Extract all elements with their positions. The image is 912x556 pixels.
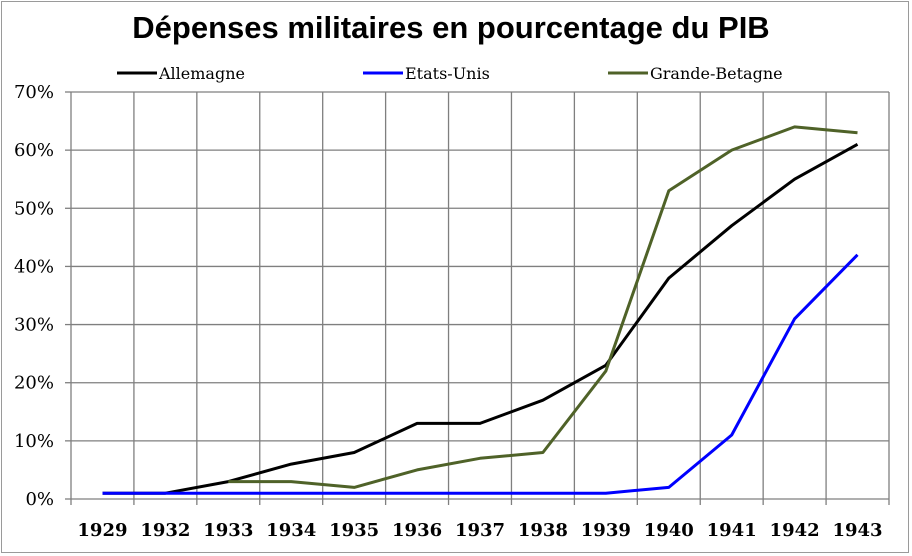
x-tick-label: 1937 [455,520,505,541]
x-tick-label: 1943 [832,520,882,541]
x-tick-label: 1934 [266,520,316,541]
y-tick-label: 0% [25,489,54,510]
x-axis-ticks: 1929 1932 1933 1934 1935 1936 1937 1938 1939 1940… [77,520,882,541]
series-lines [102,125,859,495]
x-tick-label: 1942 [770,520,820,541]
x-tick-label: 1932 [140,520,190,541]
legend-label-grande-betagne: Grande-Betagne [650,64,783,83]
series-line-etats-unis [102,253,859,495]
x-tick-label: 1941 [707,520,757,541]
legend-label-etats-unis: Etats-Unis [405,64,490,83]
grid [71,91,890,499]
x-tick-label: 1938 [518,520,568,541]
series-line-grande-betagne [228,125,858,489]
legend: Allemagne Etats-Unis Grande-Betagne [117,64,783,83]
legend-label-allemagne: Allemagne [158,64,245,83]
x-tick-label: 1935 [329,520,379,541]
y-tick-label: 60% [14,140,54,161]
y-tick-label: 30% [14,315,54,336]
y-tick-label: 10% [14,431,54,452]
x-tick-label: 1940 [644,520,694,541]
axes [65,91,890,505]
x-tick-label: 1929 [77,520,127,541]
x-tick-label: 1933 [203,520,253,541]
y-tick-label: 70% [14,82,54,103]
y-tick-label: 50% [14,198,54,219]
x-tick-label: 1936 [392,520,442,541]
y-tick-label: 40% [14,256,54,277]
chart-title: Dépenses militaires en pourcentage du PI… [132,10,769,45]
x-tick-label: 1939 [581,520,631,541]
y-axis-ticks: 0% 10% 20% 30% 40% 50% 60% 70% [14,82,54,510]
y-tick-label: 20% [14,373,54,394]
